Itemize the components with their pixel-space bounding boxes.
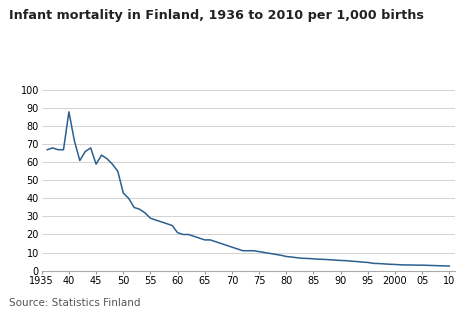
Text: Infant mortality in Finland, 1936 to 2010 per 1,000 births: Infant mortality in Finland, 1936 to 201… xyxy=(9,9,423,22)
Text: Source: Statistics Finland: Source: Statistics Finland xyxy=(9,298,140,308)
